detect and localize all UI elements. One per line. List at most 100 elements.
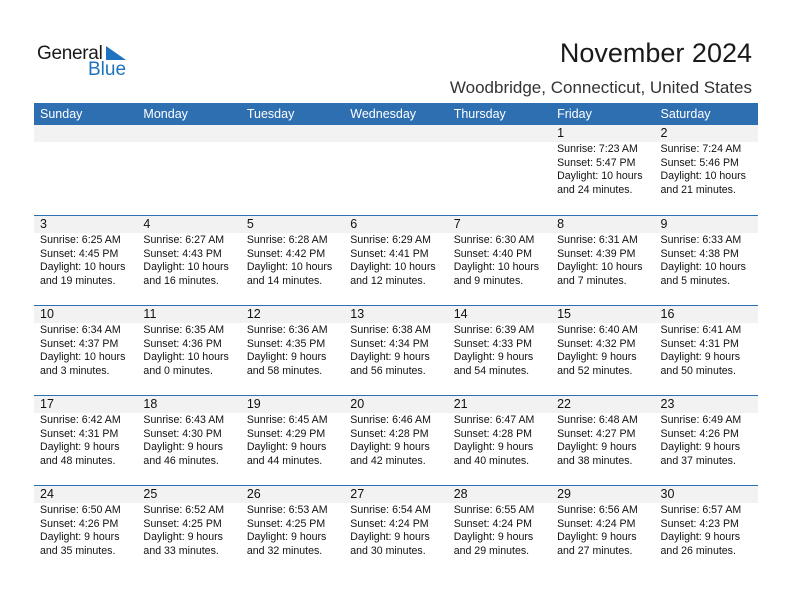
day-number: 18 xyxy=(143,397,158,411)
empty-cell xyxy=(448,125,551,215)
date-band xyxy=(34,125,758,142)
week-row: 17 Sunrise: 6:42 AM Sunset: 4:31 PM Dayligh… xyxy=(34,395,758,485)
day-cell: 24 Sunrise: 6:50 AM Sunset: 4:26 PM Dayligh… xyxy=(34,486,137,575)
daylight-text: and 42 minutes. xyxy=(350,454,426,467)
day-number: 22 xyxy=(557,397,572,411)
day-number: 1 xyxy=(557,126,565,140)
sunset-text: Sunset: 4:40 PM xyxy=(453,247,533,260)
daylight-text: Daylight: 9 hours xyxy=(557,351,637,363)
day-number: 20 xyxy=(350,397,365,411)
day-cell: 28 Sunrise: 6:55 AM Sunset: 4:24 PM Dayligh… xyxy=(448,486,551,575)
day-number: 10 xyxy=(40,307,54,321)
day-cell: 15 Sunrise: 6:40 AM Sunset: 4:32 PM Dayligh… xyxy=(551,306,654,395)
sunset-text: Sunset: 4:26 PM xyxy=(40,517,119,530)
sunset-text: Sunset: 4:28 PM xyxy=(453,427,533,440)
daylight-text: Daylight: 9 hours xyxy=(40,531,120,543)
daylight-text: Daylight: 9 hours xyxy=(660,351,741,363)
page-title: November 2024 xyxy=(559,38,752,68)
sunrise-text: Sunrise: 6:38 AM xyxy=(350,324,431,336)
sunrise-text: Sunrise: 6:54 AM xyxy=(350,504,431,516)
day-cell: 9 Sunrise: 6:33 AM Sunset: 4:38 PM Daylight… xyxy=(655,216,758,305)
daylight-text: and 58 minutes. xyxy=(246,364,323,377)
sunset-text: Sunset: 4:26 PM xyxy=(660,427,739,440)
sunset-text: Sunset: 4:43 PM xyxy=(143,247,222,260)
generalblue-logo: General Blue xyxy=(37,43,137,83)
day-number: 17 xyxy=(40,397,54,411)
sunrise-text: Sunrise: 6:46 AM xyxy=(350,414,431,426)
sunrise-text: Sunrise: 6:47 AM xyxy=(453,414,535,426)
day-cell: 17 Sunrise: 6:42 AM Sunset: 4:31 PM Dayligh… xyxy=(34,396,137,485)
sunset-text: Sunset: 4:35 PM xyxy=(246,337,326,350)
sunrise-text: Sunrise: 6:42 AM xyxy=(40,414,121,426)
week-row: 10 Sunrise: 6:34 AM Sunset: 4:37 PM Dayligh… xyxy=(34,305,758,395)
sunrise-text: Sunrise: 6:49 AM xyxy=(660,414,742,426)
day-cell: 23 Sunrise: 6:49 AM Sunset: 4:26 PM Dayligh… xyxy=(655,396,758,485)
day-number: 28 xyxy=(453,487,468,501)
sunset-text: Sunset: 4:32 PM xyxy=(557,337,636,350)
sunrise-text: Sunrise: 6:34 AM xyxy=(40,324,121,336)
daylight-text: Daylight: 10 hours xyxy=(40,261,126,273)
sunset-text: Sunset: 4:25 PM xyxy=(246,517,326,530)
daylight-text: and 3 minutes. xyxy=(40,364,110,377)
daylight-text: and 48 minutes. xyxy=(40,454,116,467)
day-cell: 29 Sunrise: 6:56 AM Sunset: 4:24 PM Dayligh… xyxy=(551,486,654,575)
day-number: 6 xyxy=(350,217,358,231)
daylight-text: Daylight: 9 hours xyxy=(660,441,741,453)
empty-cell xyxy=(241,125,344,215)
week-row: 24 Sunrise: 6:50 AM Sunset: 4:26 PM Dayligh… xyxy=(34,485,758,575)
sunset-text: Sunset: 5:47 PM xyxy=(557,156,636,169)
sunset-text: Sunset: 4:36 PM xyxy=(143,337,222,350)
daylight-text: Daylight: 10 hours xyxy=(660,261,746,273)
sunrise-text: Sunrise: 6:29 AM xyxy=(350,234,431,246)
day-cell: 13 Sunrise: 6:38 AM Sunset: 4:34 PM Dayligh… xyxy=(344,306,447,395)
day-number: 14 xyxy=(453,307,468,321)
sunset-text: Sunset: 4:24 PM xyxy=(453,517,533,530)
daylight-text: Daylight: 9 hours xyxy=(350,531,430,543)
sunrise-text: Sunrise: 6:57 AM xyxy=(660,504,742,516)
daylight-text: Daylight: 9 hours xyxy=(246,531,327,543)
sunset-text: Sunset: 4:41 PM xyxy=(350,247,429,260)
sunset-text: Sunset: 4:34 PM xyxy=(350,337,429,350)
day-cell: 21 Sunrise: 6:47 AM Sunset: 4:28 PM Dayligh… xyxy=(448,396,551,485)
daylight-text: and 29 minutes. xyxy=(453,544,530,557)
sunset-text: Sunset: 4:24 PM xyxy=(557,517,636,530)
sunset-text: Sunset: 4:37 PM xyxy=(40,337,119,350)
sunset-text: Sunset: 4:30 PM xyxy=(143,427,222,440)
daylight-text: Daylight: 10 hours xyxy=(557,170,643,182)
daylight-text: Daylight: 9 hours xyxy=(557,531,637,543)
day-cell: 6 Sunrise: 6:29 AM Sunset: 4:41 PM Daylight… xyxy=(344,216,447,305)
location-subtitle: Woodbridge, Connecticut, United States xyxy=(449,78,752,97)
sunset-text: Sunset: 4:25 PM xyxy=(143,517,222,530)
sunrise-text: Sunrise: 6:55 AM xyxy=(453,504,535,516)
day-number: 15 xyxy=(557,307,572,321)
daylight-text: Daylight: 10 hours xyxy=(453,261,540,273)
day-cell: 22 Sunrise: 6:48 AM Sunset: 4:27 PM Dayligh… xyxy=(551,396,654,485)
sunrise-text: Sunrise: 6:31 AM xyxy=(557,234,638,246)
daylight-text: and 7 minutes. xyxy=(557,274,627,287)
daylight-text: Daylight: 9 hours xyxy=(453,531,534,543)
day-cell: 5 Sunrise: 6:28 AM Sunset: 4:42 PM Daylight… xyxy=(241,216,344,305)
empty-cell xyxy=(137,125,240,215)
sunrise-text: Sunrise: 6:52 AM xyxy=(143,504,225,516)
daylight-text: and 26 minutes. xyxy=(660,544,736,557)
sunset-text: Sunset: 4:28 PM xyxy=(350,427,429,440)
daylight-text: and 40 minutes. xyxy=(453,454,530,467)
daylight-text: Daylight: 9 hours xyxy=(453,441,534,453)
sunrise-text: Sunrise: 6:45 AM xyxy=(246,414,328,426)
week-row: 1 Sunrise: 7:23 AM Sunset: 5:47 PM Daylight… xyxy=(34,125,758,215)
sunset-text: Sunset: 4:24 PM xyxy=(350,517,429,530)
daylight-text: and 30 minutes. xyxy=(350,544,426,557)
sunset-text: Sunset: 4:42 PM xyxy=(246,247,326,260)
daylight-text: and 0 minutes. xyxy=(143,364,213,377)
sunset-text: Sunset: 4:31 PM xyxy=(40,427,119,440)
empty-cell xyxy=(34,125,137,215)
day-cell: 4 Sunrise: 6:27 AM Sunset: 4:43 PM Daylight… xyxy=(137,216,240,305)
day-number: 4 xyxy=(143,217,151,231)
day-number: 13 xyxy=(350,307,365,321)
sunset-text: Sunset: 4:31 PM xyxy=(660,337,739,350)
daylight-text: Daylight: 9 hours xyxy=(350,441,430,453)
day-number: 30 xyxy=(660,487,675,501)
daylight-text: and 24 minutes. xyxy=(557,183,633,196)
daylight-text: Daylight: 10 hours xyxy=(557,261,643,273)
daylight-text: Daylight: 10 hours xyxy=(40,351,126,363)
